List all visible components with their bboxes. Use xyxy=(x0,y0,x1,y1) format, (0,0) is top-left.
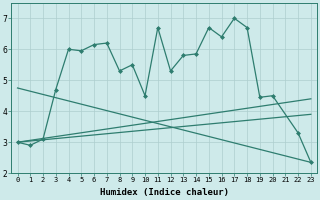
X-axis label: Humidex (Indice chaleur): Humidex (Indice chaleur) xyxy=(100,188,229,197)
